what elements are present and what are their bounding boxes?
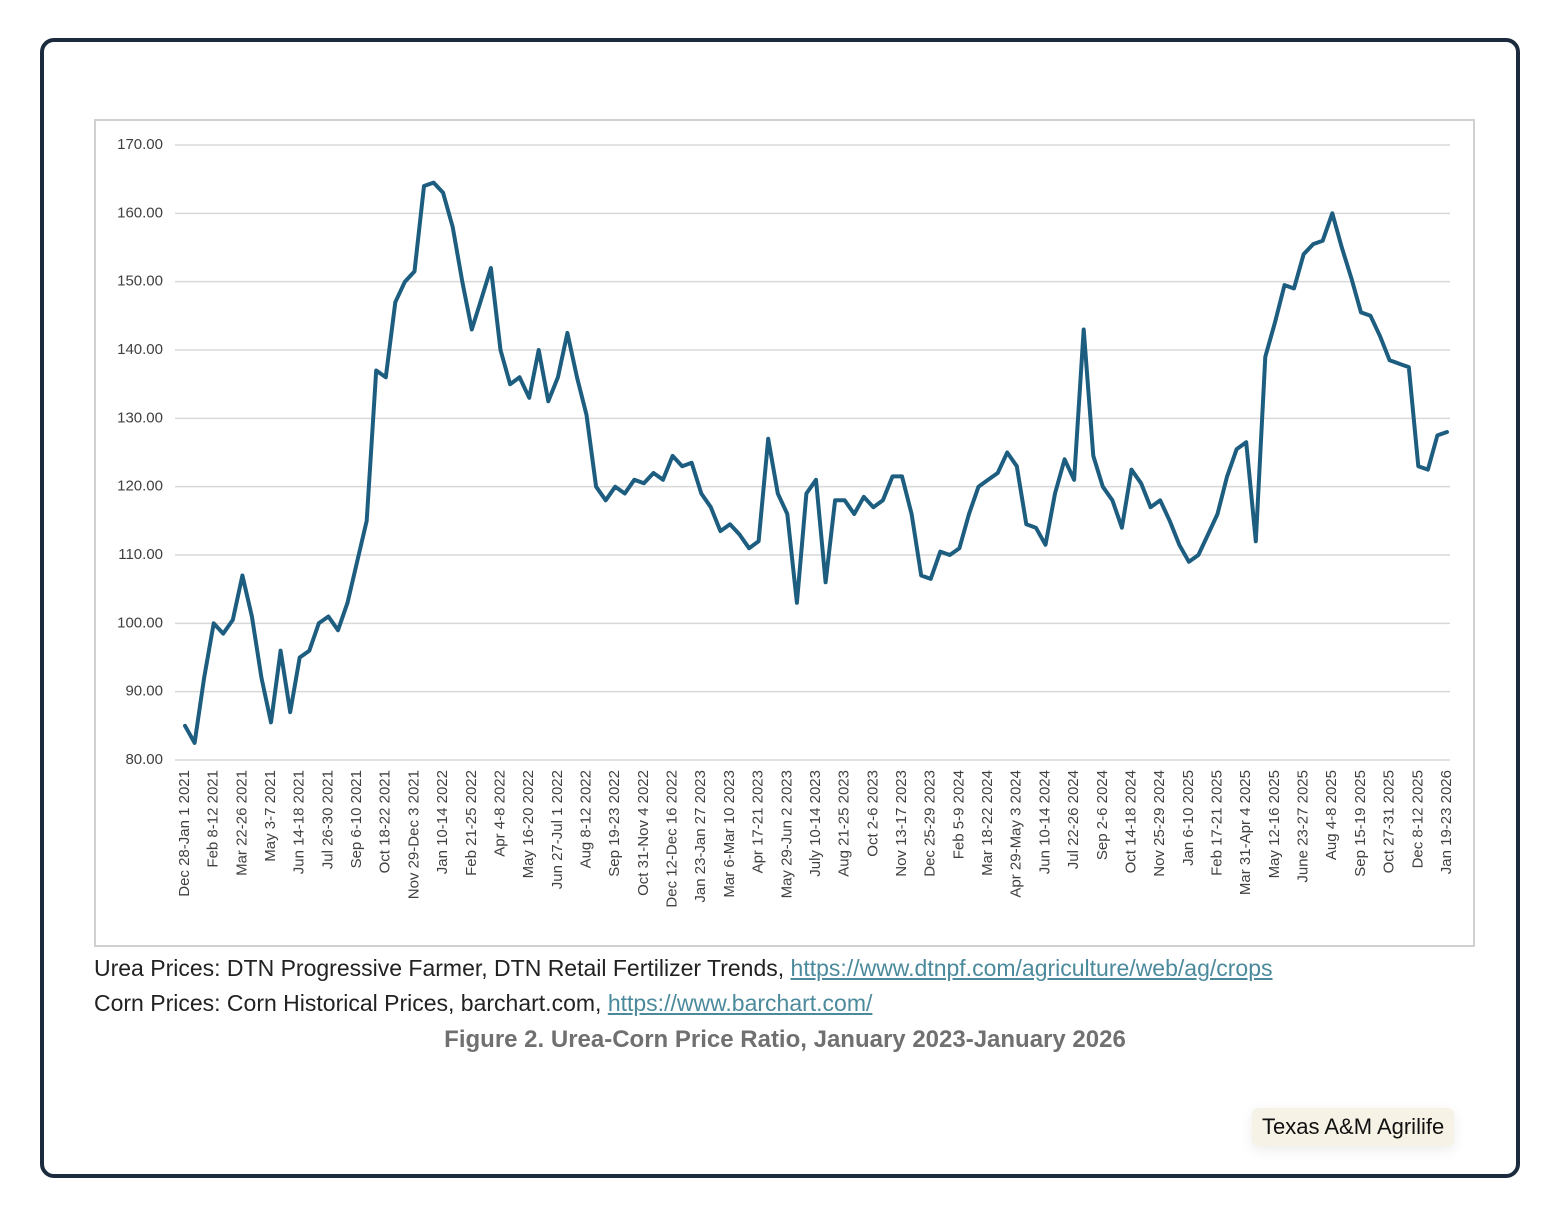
x-tick-label: May 12-16 2025: [1266, 770, 1283, 878]
x-tick-label: Feb 5-9 2024: [950, 770, 967, 859]
x-tick-label: Dec 12-Dec 16 2022: [664, 770, 681, 908]
x-tick-label: Aug 21-25 2023: [836, 770, 853, 877]
source-link[interactable]: https://www.barchart.com/: [607, 990, 873, 1016]
y-tick-label: 120.00: [117, 478, 163, 495]
x-tick-label: June 23-27 2025: [1295, 770, 1312, 883]
line: [183, 180, 1449, 745]
x-tick-label: May 16-20 2022: [520, 770, 537, 878]
x-tick-label: Mar 18-22 2024: [979, 770, 996, 876]
x-tick-label: Nov 29-Dec 3 2021: [405, 770, 422, 899]
y-tick-label: 170.00: [117, 136, 163, 153]
x-tick-label: Jun 14-18 2021: [291, 770, 308, 874]
x-tick-label: Dec 8-12 2025: [1409, 770, 1426, 868]
x-tick-label: Feb 21-25 2022: [463, 770, 480, 876]
x-tick-label: Oct 31-Nov 4 2022: [635, 770, 652, 896]
x-tick-label: Oct 14-18 2024: [1122, 770, 1139, 873]
x-tick-label: Aug 4-8 2025: [1323, 770, 1340, 860]
source-text: Corn Prices: Corn Historical Prices, bar…: [94, 990, 608, 1016]
x-tick-label: Jun 27-Jul 1 2022: [549, 770, 566, 889]
badge: Texas A&M Agrilife: [1252, 1108, 1455, 1146]
y-tick-label: 100.00: [117, 614, 163, 631]
x-tick-label: May 29-Jun 2 2023: [778, 770, 795, 898]
x-tick-label: Jan 23-Jan 27 2023: [692, 770, 709, 903]
x-tick-label: Jun 10-14 2024: [1036, 770, 1053, 874]
x-tick-label: Oct 18-22 2021: [377, 770, 394, 873]
x-tick-label: Nov 25-29 2024: [1151, 770, 1168, 877]
x-tick-label: Jul 26-30 2021: [319, 770, 336, 869]
y-tick-label: 130.00: [117, 409, 163, 426]
y-tick-label: 140.00: [117, 341, 163, 358]
x-tick-label: Mar 31-Apr 4 2025: [1237, 770, 1254, 895]
x-tick-label: Dec 28-Jan 1 2021: [176, 770, 193, 897]
x-tick-label: July 10-14 2023: [807, 770, 824, 877]
x-tick-label: Feb 17-21 2025: [1209, 770, 1226, 876]
x-tick-label: Aug 8-12 2022: [578, 770, 595, 868]
x-tick-label: Feb 8-12 2021: [205, 770, 222, 868]
x-tick-label: Sep 6-10 2021: [348, 770, 365, 868]
x-tick-label: Apr 17-21 2023: [750, 770, 767, 873]
x-tick-label: Nov 13-17 2023: [893, 770, 910, 877]
x-tick-label: Sep 2-6 2024: [1094, 770, 1111, 860]
source-text: Urea Prices: DTN Progressive Farmer, DTN…: [94, 955, 791, 981]
x-tick-label: Oct 2-6 2023: [864, 770, 881, 857]
source-line: Corn Prices: Corn Historical Prices, bar…: [94, 990, 872, 1017]
y-tick-label: 90.00: [125, 683, 163, 700]
x-tick-label: Sep 15-19 2025: [1352, 770, 1369, 877]
x-tick-label: Jan 19-23 2026: [1438, 770, 1455, 874]
source-link[interactable]: https://www.dtnpf.com/agriculture/web/ag…: [790, 955, 1273, 981]
source-line: Urea Prices: DTN Progressive Farmer, DTN…: [94, 955, 1273, 982]
y-tick-label: 80.00: [125, 751, 163, 768]
x-tick-label: Jan 6-10 2025: [1180, 770, 1197, 866]
x-tick-label: May 3-7 2021: [262, 770, 279, 862]
x-tick-label: Oct 27-31 2025: [1381, 770, 1398, 873]
x-tick-label: Jul 22-26 2024: [1065, 770, 1082, 869]
chart-frame: [94, 119, 1475, 947]
chart: 80.00 90.00 100.00 110.00 120.00 130.00 140.00…: [94, 119, 1475, 947]
x-tick-label: Mar 22-26 2021: [233, 770, 250, 876]
x-tick-label: Sep 19-23 2022: [606, 770, 623, 877]
x-tick-label: Jan 10-14 2022: [434, 770, 451, 874]
y-tick-label: 110.00: [118, 546, 163, 563]
y-tick-label: 160.00: [117, 204, 163, 221]
y-tick-label: 150.00: [117, 273, 163, 290]
caption: Figure 2. Urea-Corn Price Ratio, January…: [444, 1026, 1126, 1053]
x-tick-label: Mar 6-Mar 10 2023: [721, 770, 738, 898]
x-tick-label: Apr 29-May 3 2024: [1008, 770, 1025, 898]
x-tick-label: Apr 4-8 2022: [491, 770, 508, 857]
x-tick-label: Dec 25-29 2023: [922, 770, 939, 877]
